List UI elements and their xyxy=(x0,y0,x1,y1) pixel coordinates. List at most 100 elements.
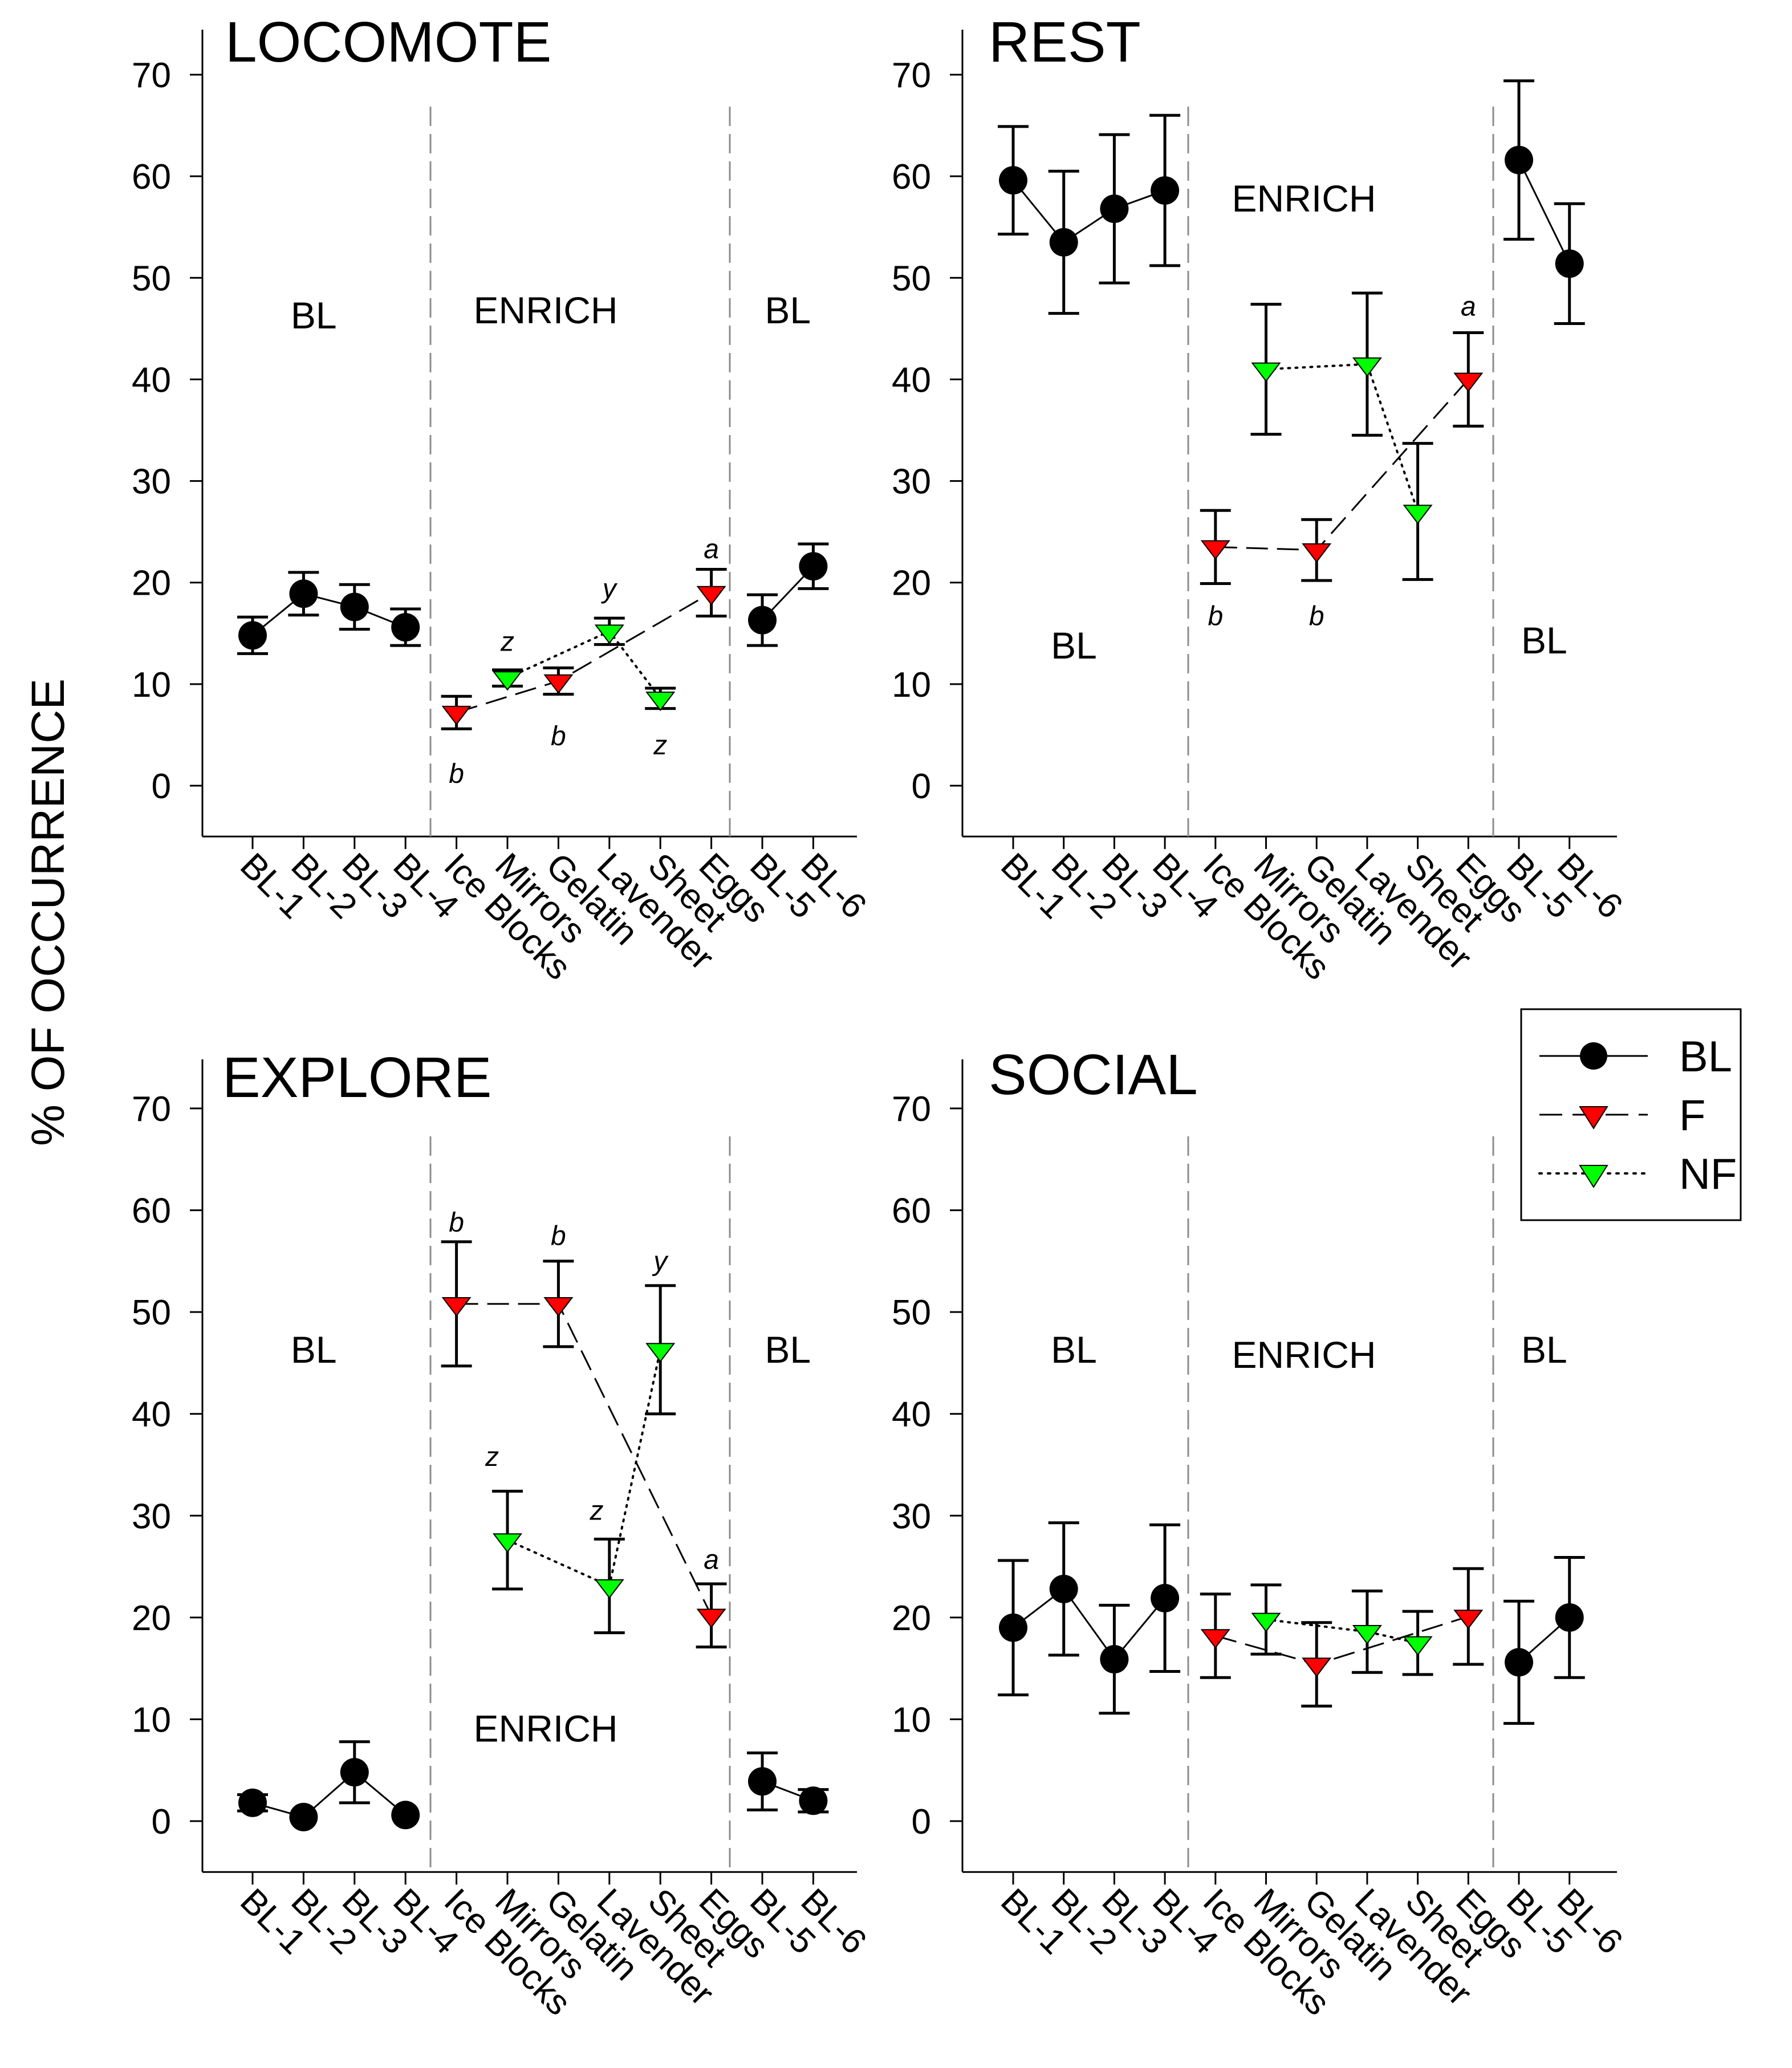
series-nf xyxy=(1250,291,1433,581)
y-tick-label: 10 xyxy=(892,665,931,705)
data-point xyxy=(289,579,318,608)
data-point xyxy=(748,606,777,635)
legend: BL F NF xyxy=(1520,1008,1742,1221)
series-bl xyxy=(237,1740,420,1831)
data-point xyxy=(238,1788,267,1817)
data-point xyxy=(543,674,574,694)
y-tick-label: 40 xyxy=(132,1395,171,1435)
y-tick-label: 10 xyxy=(132,665,171,705)
data-point xyxy=(594,1579,624,1599)
legend-marker-bl xyxy=(1580,1042,1607,1070)
data-point xyxy=(799,1786,828,1815)
significance-label: z xyxy=(485,1442,499,1472)
series-bl xyxy=(998,1521,1181,1715)
y-tick-label: 50 xyxy=(132,259,171,298)
data-point xyxy=(1453,1610,1484,1630)
significance-label: b xyxy=(449,1208,464,1238)
significance-label: a xyxy=(704,534,719,564)
region-label-right: BL xyxy=(765,289,811,331)
significance-label: b xyxy=(551,721,566,751)
significance-label: b xyxy=(1208,602,1223,632)
series-nf xyxy=(492,1284,676,1635)
y-tick-label: 0 xyxy=(912,1802,931,1842)
region-label-mid: ENRICH xyxy=(474,1707,618,1749)
y-tick-label: 60 xyxy=(132,157,171,197)
data-point xyxy=(1049,227,1078,257)
significance-label: z xyxy=(500,627,514,657)
significance-label: z xyxy=(653,730,667,761)
significance-label: a xyxy=(1461,291,1476,322)
series-bl xyxy=(747,1751,829,1815)
data-point xyxy=(1352,357,1382,377)
significance-label: b xyxy=(449,759,464,789)
data-point xyxy=(1555,1603,1584,1632)
region-label-right: BL xyxy=(1521,1328,1567,1371)
y-axis-label: % OF OCCURRENCE xyxy=(22,679,74,1146)
series-line xyxy=(252,1771,407,1818)
chart-locomote: LOCOMOTE010203040506070BL-1BL-2BL-3BL-4I… xyxy=(132,10,874,988)
y-tick-label: 20 xyxy=(892,1599,931,1638)
y-tick-label: 10 xyxy=(132,1700,171,1740)
data-point xyxy=(1302,1657,1332,1677)
series-line xyxy=(506,1348,662,1588)
region-label-mid: ENRICH xyxy=(474,289,618,331)
chart-title-social: SOCIAL xyxy=(989,1043,1198,1107)
y-tick-label: 30 xyxy=(132,462,171,502)
legend-marker-nf xyxy=(1579,1165,1608,1188)
series-line xyxy=(1013,1587,1166,1661)
region-label-left: BL xyxy=(291,1328,337,1371)
data-point xyxy=(748,1767,777,1796)
data-point xyxy=(543,1297,574,1317)
chart-title-rest: REST xyxy=(989,10,1141,74)
region-label-right: BL xyxy=(1521,619,1567,661)
significance-label: y xyxy=(601,574,618,604)
y-tick-label: 20 xyxy=(892,564,931,603)
series-nf xyxy=(492,616,676,712)
y-tick-label: 50 xyxy=(132,1293,171,1332)
series-line xyxy=(1215,1615,1469,1665)
data-point xyxy=(1505,145,1533,174)
region-label-mid: ENRICH xyxy=(1232,1334,1376,1376)
data-point xyxy=(492,671,523,691)
data-point xyxy=(1251,1612,1281,1632)
chart-explore: EXPLORE010203040506070BL-1BL-2BL-3BL-4Ic… xyxy=(132,1046,874,2023)
legend-label-f: F xyxy=(1679,1091,1705,1140)
series-line xyxy=(1215,379,1469,551)
data-point xyxy=(1505,1648,1533,1677)
data-point xyxy=(492,1533,523,1553)
data-point xyxy=(799,552,828,581)
data-point xyxy=(1555,249,1584,278)
data-point xyxy=(999,1613,1027,1642)
y-tick-label: 20 xyxy=(132,1599,171,1638)
series-f xyxy=(1200,331,1484,585)
data-point xyxy=(391,1801,420,1830)
data-point xyxy=(441,705,472,726)
y-tick-label: 70 xyxy=(132,1090,171,1129)
region-label-left: BL xyxy=(1051,1328,1097,1371)
significance-label: b xyxy=(551,1221,566,1251)
series-bl xyxy=(1504,79,1585,325)
series-line xyxy=(456,592,712,714)
chart-title-explore: EXPLORE xyxy=(222,1046,491,1110)
y-tick-label: 30 xyxy=(892,1497,931,1536)
data-point xyxy=(340,592,369,621)
y-tick-label: 30 xyxy=(132,1497,171,1536)
series-line xyxy=(252,592,406,636)
series-line xyxy=(1265,363,1419,513)
data-point xyxy=(1100,194,1129,224)
series-line xyxy=(506,629,662,700)
data-point xyxy=(1403,1636,1433,1656)
y-tick-label: 70 xyxy=(892,56,931,95)
data-point xyxy=(645,1343,676,1363)
region-label-left: BL xyxy=(291,294,337,336)
data-point xyxy=(696,1608,726,1628)
series-bl xyxy=(237,571,421,655)
legend-label-nf: NF xyxy=(1679,1150,1737,1198)
y-tick-label: 60 xyxy=(892,1192,931,1231)
y-tick-label: 60 xyxy=(892,157,931,197)
series-f xyxy=(441,568,727,730)
y-tick-label: 0 xyxy=(912,767,931,806)
data-point xyxy=(1049,1574,1078,1603)
series-bl xyxy=(747,542,829,647)
